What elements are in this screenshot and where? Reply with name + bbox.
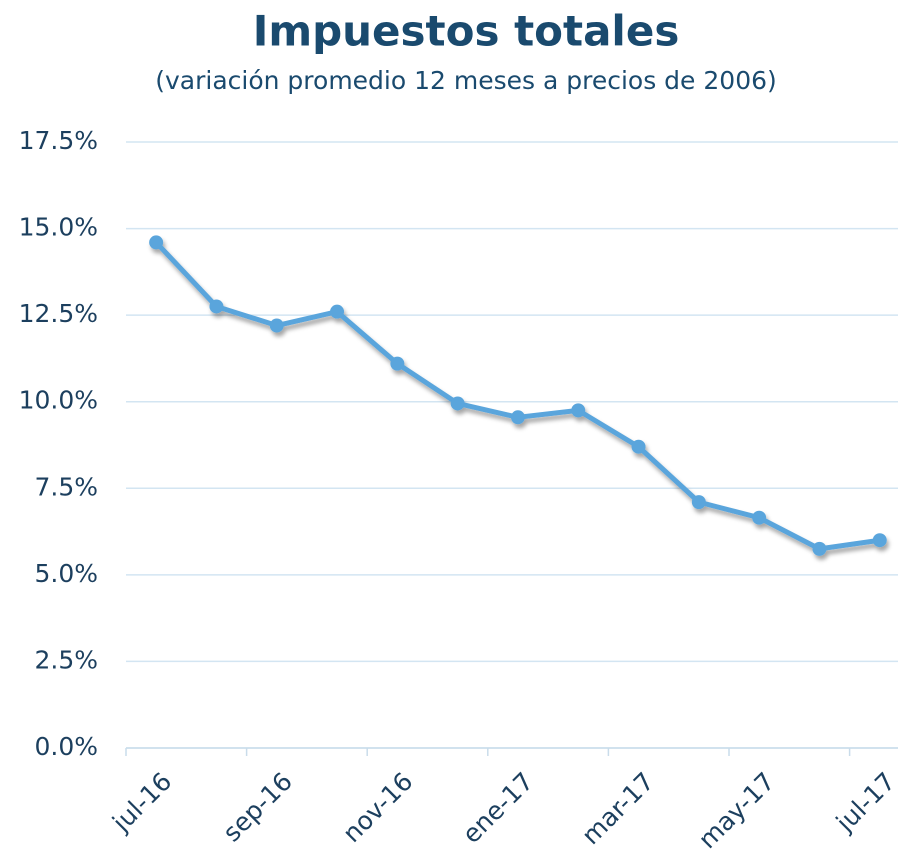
y-tick-label: 12.5% [19,299,98,328]
x-tick-label: ene-17 [457,767,539,849]
x-tick-label: jul-16 [106,767,177,838]
y-tick-label: 7.5% [34,472,98,501]
y-tick-label: 17.5% [19,126,98,155]
y-tick-label: 10.0% [19,386,98,415]
x-tick-label: jul-17 [830,767,900,838]
point [209,299,224,314]
chart-subtitle: (variación promedio 12 meses a precios d… [155,66,777,95]
point [269,318,284,333]
point [390,356,405,371]
chart-title: Impuestos totales [253,7,680,56]
x-tick-label: nov-16 [337,767,418,848]
point [571,403,586,418]
point [872,533,887,548]
point [631,439,646,454]
point [450,396,465,411]
y-tick-label: 0.0% [34,732,98,761]
y-tick-label: 15.0% [19,213,98,242]
y-tick-label: 5.0% [34,559,98,588]
point [330,304,345,319]
x-tick-label: sep-16 [217,767,298,848]
point [812,541,827,556]
y-tick-label: 2.5% [34,645,98,674]
line [154,240,881,552]
point [510,410,525,425]
point [149,235,164,250]
point [752,510,767,525]
x-tick-label: may-17 [693,767,781,855]
x-tick-label: mar-17 [576,767,660,851]
point [691,495,706,510]
